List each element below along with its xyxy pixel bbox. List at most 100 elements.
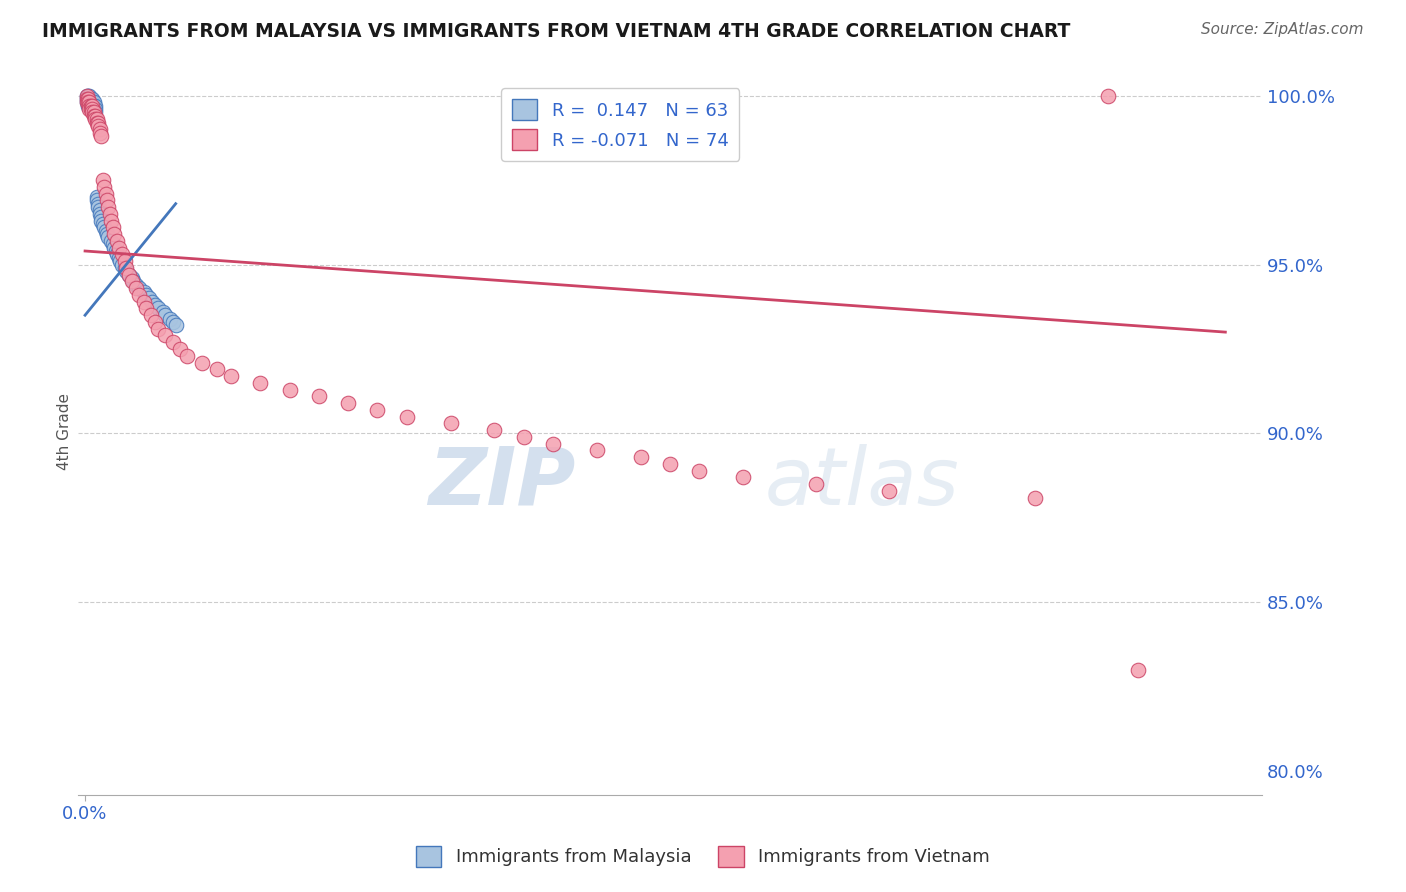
Point — [169, 342, 191, 356]
Point — [86, 194, 108, 208]
Point — [80, 98, 103, 112]
Point — [84, 112, 107, 127]
Point — [121, 271, 143, 285]
Point — [90, 211, 112, 225]
Point — [115, 260, 138, 275]
Point — [1097, 88, 1119, 103]
Point — [94, 224, 117, 238]
Point — [114, 254, 136, 268]
Point — [162, 315, 184, 329]
Text: ZIP: ZIP — [427, 443, 575, 522]
Point — [337, 396, 360, 410]
Point — [93, 220, 115, 235]
Point — [107, 251, 129, 265]
Point — [105, 247, 128, 261]
Point — [122, 274, 145, 288]
Point — [135, 301, 157, 316]
Point — [79, 92, 101, 106]
Point — [76, 88, 98, 103]
Point — [87, 115, 110, 129]
Point — [135, 288, 157, 302]
Point — [249, 376, 271, 390]
Point — [82, 98, 104, 112]
Point — [143, 298, 166, 312]
Point — [146, 322, 169, 336]
Point — [138, 291, 160, 305]
Point — [89, 122, 111, 136]
Point — [98, 207, 121, 221]
Point — [1126, 663, 1149, 677]
Point — [278, 383, 301, 397]
Point — [658, 457, 681, 471]
Point — [512, 430, 534, 444]
Point — [101, 237, 124, 252]
Point — [77, 88, 100, 103]
Point — [83, 109, 105, 123]
Point — [105, 234, 128, 248]
Point — [90, 213, 112, 227]
Text: atlas: atlas — [765, 443, 959, 522]
Point — [79, 95, 101, 110]
Point — [97, 230, 120, 244]
Point — [82, 95, 104, 110]
Point — [84, 109, 107, 123]
Point — [139, 308, 162, 322]
Point — [141, 294, 163, 309]
Point — [76, 92, 98, 106]
Point — [121, 274, 143, 288]
Point — [89, 207, 111, 221]
Point — [877, 483, 900, 498]
Point — [89, 126, 111, 140]
Point — [83, 95, 105, 110]
Point — [439, 417, 461, 431]
Point — [205, 362, 228, 376]
Point — [79, 95, 101, 110]
Legend: Immigrants from Malaysia, Immigrants from Vietnam: Immigrants from Malaysia, Immigrants fro… — [409, 838, 997, 874]
Point — [110, 247, 132, 261]
Point — [82, 98, 104, 112]
Point — [155, 308, 177, 322]
Text: Source: ZipAtlas.com: Source: ZipAtlas.com — [1201, 22, 1364, 37]
Point — [219, 369, 242, 384]
Point — [83, 102, 105, 116]
Point — [107, 241, 129, 255]
Point — [84, 102, 107, 116]
Legend: R =  0.147   N = 63, R = -0.071   N = 74: R = 0.147 N = 63, R = -0.071 N = 74 — [501, 88, 740, 161]
Point — [165, 318, 187, 333]
Point — [77, 95, 100, 110]
Point — [630, 450, 652, 464]
Point — [76, 92, 98, 106]
Point — [80, 95, 103, 110]
Point — [731, 470, 754, 484]
Point — [128, 288, 150, 302]
Point — [77, 95, 100, 110]
Point — [143, 315, 166, 329]
Point — [101, 220, 124, 235]
Point — [97, 200, 120, 214]
Point — [155, 328, 177, 343]
Point — [76, 95, 98, 110]
Point — [83, 98, 105, 112]
Point — [79, 98, 101, 112]
Point — [688, 464, 710, 478]
Point — [96, 227, 118, 241]
Point — [308, 389, 330, 403]
Point — [87, 119, 110, 133]
Point — [804, 477, 827, 491]
Point — [104, 244, 127, 258]
Point — [82, 92, 104, 106]
Text: IMMIGRANTS FROM MALAYSIA VS IMMIGRANTS FROM VIETNAM 4TH GRADE CORRELATION CHART: IMMIGRANTS FROM MALAYSIA VS IMMIGRANTS F… — [42, 22, 1070, 41]
Point — [176, 349, 198, 363]
Point — [76, 88, 98, 103]
Point — [86, 112, 108, 127]
Y-axis label: 4th Grade: 4th Grade — [58, 393, 72, 470]
Point — [82, 105, 104, 120]
Point — [82, 102, 104, 116]
Point — [82, 102, 104, 116]
Point — [366, 402, 388, 417]
Point — [118, 268, 141, 282]
Point — [80, 92, 103, 106]
Point — [110, 258, 132, 272]
Point — [87, 196, 110, 211]
Point — [86, 115, 108, 129]
